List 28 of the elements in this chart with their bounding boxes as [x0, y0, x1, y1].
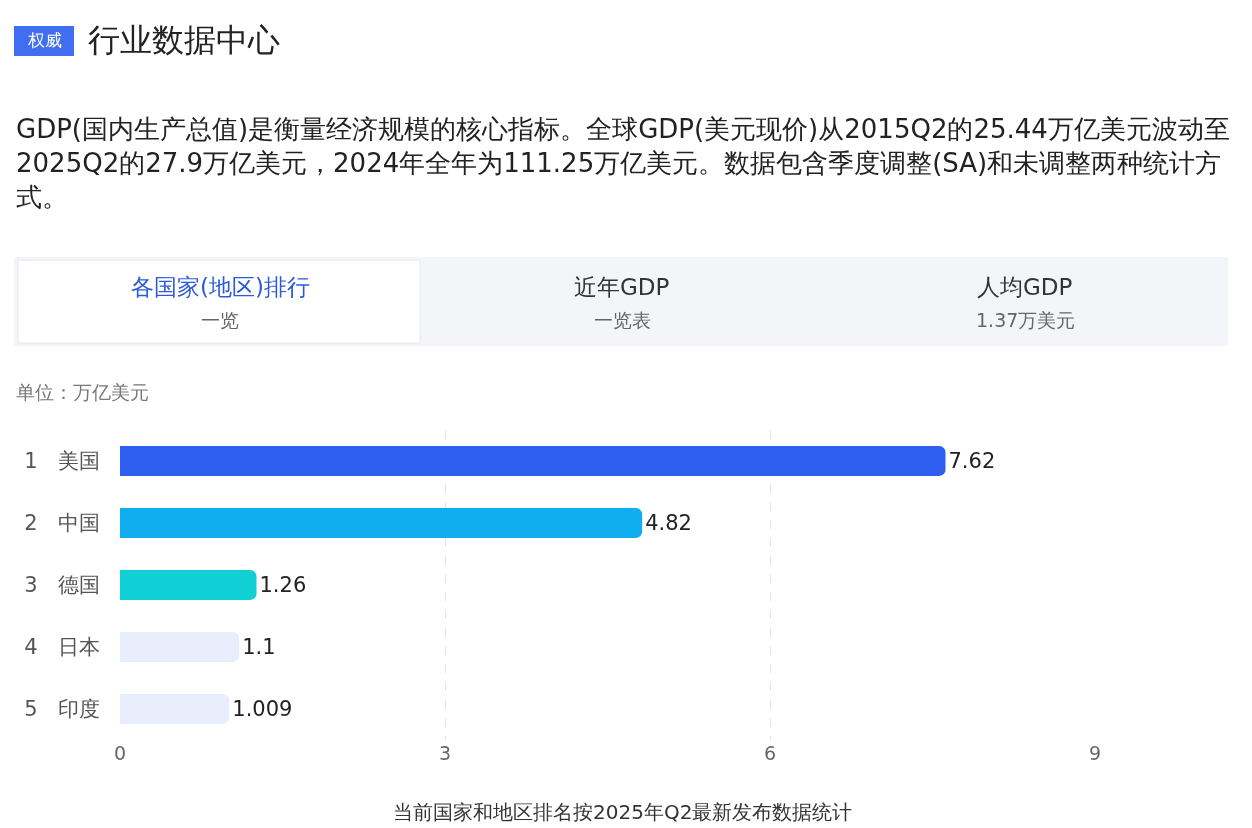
y-tick-label: 3 德国 — [10, 573, 113, 598]
x-tick-label: 6 — [763, 742, 777, 764]
y-tick-label: 4 日本 — [10, 635, 113, 660]
text: 1.37万美元 — [976, 309, 1076, 331]
text: 权威 — [27, 30, 62, 50]
bar — [120, 508, 643, 538]
data-label: 7.62 — [948, 449, 996, 473]
data-label: 1.26 — [259, 573, 307, 597]
y-tick-label: 2 中国 — [10, 511, 113, 536]
bar — [120, 570, 257, 600]
y-tick-label: 1 美国 — [10, 449, 113, 474]
text: 人均GDP — [977, 274, 1073, 300]
text: 当前国家和地区排名按2025年Q2最新发布数据统计 — [393, 800, 853, 824]
x-tick-label: 9 — [1088, 742, 1102, 764]
chart-title: 行业数据中心 — [88, 21, 280, 59]
text: 各国家(地区)排行 — [131, 274, 310, 300]
text: 一览表 — [594, 309, 651, 331]
data-label: 1.1 — [242, 635, 276, 659]
y-tick-label: 5 印度 — [10, 697, 113, 722]
x-tick-label: 0 — [113, 742, 127, 764]
bar — [120, 446, 946, 476]
chart-subtitle: GDP(国内生产总值)是衡量经济规模的核心指标。全球GDP(美元现价)从2015Q2的25.44万亿美元波动至2025Q2的27.9万亿美元，2024年全年为111.25万亿美元。数据包含季度调整(SA)和未调整两种统计方式。 — [16, 114, 1230, 212]
text: 近年GDP — [574, 274, 670, 300]
data-label: 4.82 — [645, 511, 692, 535]
y-axis-title: 单位：万亿美元 — [16, 381, 149, 403]
x-tick-label: 3 — [438, 742, 452, 764]
text: 一览 — [201, 309, 239, 331]
data-label: 1.009 — [232, 697, 293, 721]
